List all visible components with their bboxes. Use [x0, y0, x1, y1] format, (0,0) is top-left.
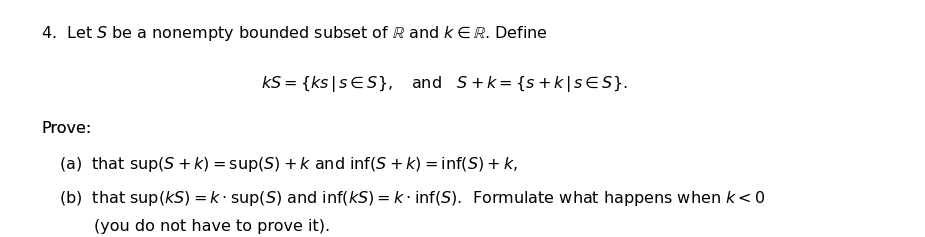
Text: (you do not have to prove it).: (you do not have to prove it).: [94, 219, 330, 234]
Text: Prove:: Prove:: [42, 121, 92, 137]
Text: Prove:: Prove:: [42, 121, 92, 137]
Text: (b)  that $\sup(kS) = k \cdot \sup(S)$ and $\inf(kS) = k \cdot \inf(S)$.  Formul: (b) that $\sup(kS) = k \cdot \sup(S)$ an…: [59, 189, 765, 208]
Text: $kS = \{ks\,|\,s \in S\},\quad \text{and} \quad S+k = \{s+k\,|\,s \in S\}.$: $kS = \{ks\,|\,s \in S\},\quad \text{and…: [261, 74, 628, 94]
Text: 4.  Let $S$ be a nonempty bounded subset of $\mathbb{R}$ and $k \in \mathbb{R}$.: 4. Let $S$ be a nonempty bounded subset …: [42, 24, 548, 43]
Text: Prove:: Prove:: [42, 121, 92, 137]
Text: (a)  that $\sup(S+k) = \sup(S) + k$ and $\inf(S+k) = \inf(S) + k$,: (a) that $\sup(S+k) = \sup(S) + k$ and $…: [59, 155, 518, 174]
